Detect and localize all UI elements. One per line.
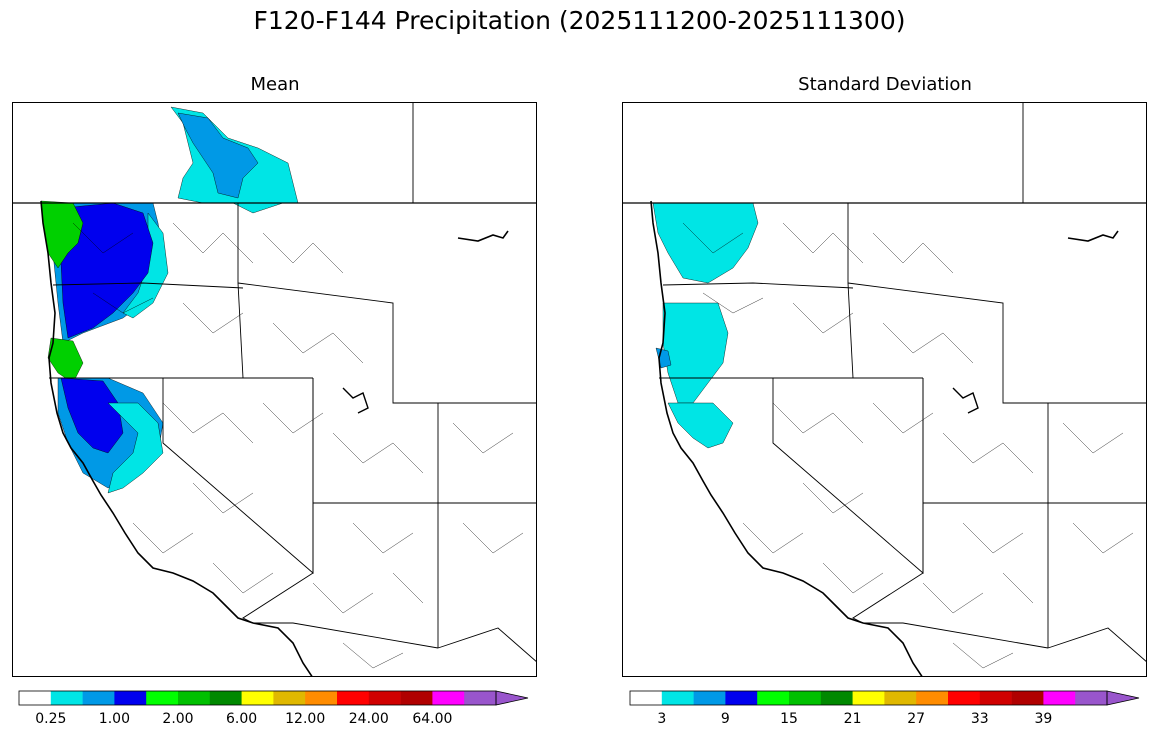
mean-precip-shading: [40, 106, 299, 494]
colorbar-cell: [725, 691, 758, 705]
mean-map-svg: [13, 103, 536, 676]
state-border-mt-wy: [237, 282, 536, 404]
colorbar-cell: [1075, 691, 1108, 705]
colorbar-cell: [948, 691, 981, 705]
colorbar-cell: [82, 691, 115, 705]
colorbar-tick-label: 21: [843, 711, 862, 727]
colorbar-tick-label: 2.00: [162, 711, 194, 727]
state-border-id: [237, 203, 244, 379]
lake-winnipeg-like: [457, 230, 509, 242]
colorbar-tick-label: 64.00: [412, 711, 453, 727]
mean-map: [12, 102, 537, 677]
coastline: [40, 200, 313, 676]
colorbar-cell: [146, 691, 179, 705]
state-border-nm: [1047, 627, 1146, 662]
colorbar-cell: [273, 691, 306, 705]
colorbar-cell: [19, 691, 52, 705]
colorbar-tick-label: 39: [1034, 711, 1053, 727]
colorbar-cell: [979, 691, 1012, 705]
colorbar-tick-label: 33: [970, 711, 989, 727]
colorbar-cell: [693, 691, 726, 705]
colorbar-cell: [884, 691, 917, 705]
colorbar-cell: [337, 691, 370, 705]
colorbar-cell: [241, 691, 274, 705]
shade-blue-coast-south: [60, 377, 124, 454]
colorbar-cell: [852, 691, 885, 705]
colorbar-tick-label: 1.00: [98, 711, 130, 727]
colorbar-tick-label: 24.00: [348, 711, 389, 727]
colorbar-cell: [1011, 691, 1044, 705]
shade-lightblue-canada: [177, 112, 259, 199]
std-colorbar: [629, 690, 1140, 706]
state-border-id: [847, 203, 854, 379]
std-map-svg: [623, 103, 1146, 676]
state-border-wa-or: [52, 282, 244, 289]
basin-outlines: [72, 222, 524, 669]
state-border-ut: [312, 378, 439, 648]
colorbar-tick-label: 3: [657, 711, 667, 727]
state-border-mt-wy: [847, 282, 1146, 404]
state-border-nm: [437, 627, 536, 662]
colorbar-cell: [757, 691, 790, 705]
coastline: [650, 200, 923, 676]
colorbar-cell: [464, 691, 497, 705]
colorbar-tick-label: 27: [907, 711, 926, 727]
colorbar-cell: [789, 691, 822, 705]
colorbar-cell: [305, 691, 338, 705]
shade-cyan-wa: [652, 202, 759, 284]
state-border-ut: [922, 378, 1049, 648]
colorbar-tick-label: 12.00: [285, 711, 326, 727]
state-border-wa-or: [662, 282, 854, 289]
std-precip-shading: [652, 202, 759, 449]
std-boundaries: [623, 103, 1146, 676]
mean-panel-title: Mean: [250, 74, 300, 95]
colorbar-cell: [400, 691, 433, 705]
colorbar-cell: [820, 691, 853, 705]
colorbar-tick-label: 0.25: [35, 711, 67, 727]
state-border-co: [437, 403, 536, 504]
colorbar-tick-label: 6.00: [226, 711, 258, 727]
colorbar-cell: [661, 691, 694, 705]
colorbar-tick-label: 9: [720, 711, 730, 727]
shade-cyan-oregon: [662, 302, 729, 404]
state-border-nv: [772, 378, 924, 574]
lake-winnipeg-like: [1067, 230, 1119, 242]
std-panel-title: Standard Deviation: [798, 74, 972, 95]
state-border-az: [242, 503, 439, 649]
great-salt-lake: [952, 387, 979, 414]
colorbar-cell: [1043, 691, 1076, 705]
colorbar-cell: [50, 691, 83, 705]
great-salt-lake: [342, 387, 369, 414]
colorbar-cell: [209, 691, 242, 705]
colorbar-arrow: [495, 690, 529, 706]
std-map: [622, 102, 1147, 677]
figure-title: F120-F144 Precipitation (2025111200-2025…: [253, 6, 906, 35]
colorbar-arrow: [1106, 690, 1140, 706]
colorbar-cell: [432, 691, 465, 705]
shade-blue-coast-north: [60, 202, 154, 339]
state-border-az: [852, 503, 1049, 649]
colorbar-cell: [368, 691, 401, 705]
colorbar-cell: [178, 691, 211, 705]
basin-outlines: [682, 222, 1134, 669]
colorbar-cell: [916, 691, 949, 705]
colorbar-tick-label: 15: [780, 711, 798, 727]
state-border-nv: [162, 378, 314, 574]
shade-cyan-norcal: [667, 402, 734, 449]
state-border-co: [1047, 403, 1146, 504]
colorbar-cell: [630, 691, 663, 705]
mean-boundaries: [13, 103, 536, 676]
colorbar-cell: [114, 691, 147, 705]
shade-cyan-sierra: [107, 402, 164, 494]
mean-colorbar: [18, 690, 529, 706]
